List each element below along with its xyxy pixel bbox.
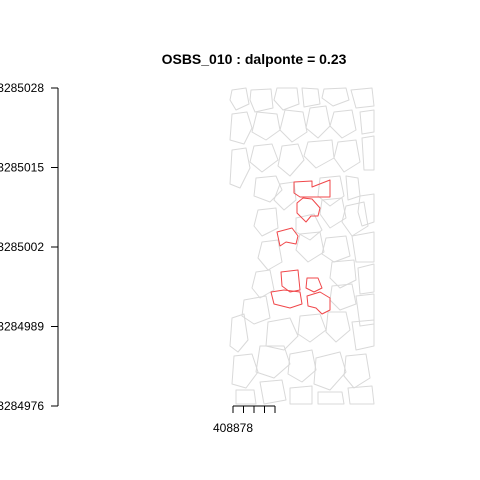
highlighted-crown-5 (270, 289, 303, 309)
crown-28 (295, 231, 325, 263)
crown-38 (265, 317, 299, 351)
crown-43 (255, 345, 291, 379)
highlighted-crown-3 (280, 269, 301, 293)
crown-30 (351, 231, 375, 263)
crown-13 (249, 143, 279, 173)
crown-39 (297, 313, 327, 343)
crown-14 (277, 143, 305, 177)
crown-41 (351, 319, 375, 351)
highlighted-crowns (270, 179, 331, 315)
crown-24 (295, 213, 323, 241)
crown-27 (257, 239, 283, 271)
crown-0 (229, 87, 250, 111)
highlighted-crown-2 (276, 227, 299, 247)
crown-25 (319, 197, 347, 229)
crown-48 (259, 379, 287, 405)
crown-10 (329, 109, 357, 139)
crown-46 (343, 353, 371, 389)
crown-35 (329, 283, 357, 311)
crown-8 (279, 109, 308, 143)
y-tick-label-2: 3285002 (0, 240, 44, 254)
crown-11 (359, 109, 375, 135)
crown-34 (241, 295, 271, 325)
crown-5 (350, 87, 375, 109)
crown-26 (341, 201, 369, 237)
crown-6 (229, 111, 253, 145)
crown-17 (361, 135, 375, 171)
crown-19 (273, 181, 297, 211)
crown-33 (357, 263, 375, 295)
highlighted-crown-6 (306, 291, 331, 315)
x-tick-label-0: 408878 (213, 421, 253, 435)
y-axis: 3284976 3284989 3285002 3285015 3285028 (0, 81, 59, 413)
crown-29 (321, 235, 351, 263)
crown-23 (253, 207, 279, 237)
y-tick-label-0: 3284976 (0, 399, 44, 413)
crown-3 (301, 87, 321, 108)
crown-51 (347, 385, 375, 405)
highlighted-crown-0 (293, 179, 331, 198)
crown-42 (231, 353, 259, 389)
crown-31 (251, 269, 275, 299)
crown-44 (287, 349, 317, 383)
crown-20 (317, 175, 345, 207)
crown-7 (251, 111, 281, 141)
crown-9 (305, 105, 331, 139)
crown-47 (235, 389, 257, 405)
crown-16 (333, 139, 361, 173)
crown-4 (321, 87, 350, 107)
crown-50 (317, 391, 345, 405)
y-tick-label-1: 3284989 (0, 320, 44, 334)
highlighted-crown-1 (296, 197, 321, 223)
crown-22 (357, 193, 375, 227)
y-tick-label-4: 3285028 (0, 81, 44, 95)
crown-37 (229, 313, 249, 353)
crown-49 (289, 385, 313, 405)
crown-1 (249, 88, 274, 113)
chart-title: OSBS_010 : dalponte = 0.23 (162, 51, 347, 67)
crown-15 (303, 139, 335, 169)
highlighted-crown-4 (305, 277, 323, 293)
x-axis: 408878 (213, 405, 276, 435)
crown-12 (229, 147, 251, 189)
crown-21 (345, 175, 361, 201)
crown-40 (325, 311, 351, 343)
crown-45 (313, 351, 347, 391)
y-tick-label-3: 3285015 (0, 161, 44, 175)
crown-polygons (229, 87, 375, 405)
crown-2 (273, 87, 300, 111)
